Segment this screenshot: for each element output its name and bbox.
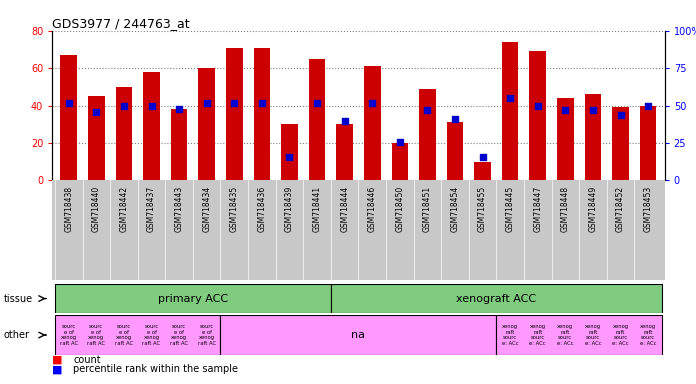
Text: sourc
e of
xenog
raft AC: sourc e of xenog raft AC	[87, 324, 105, 346]
Text: tissue: tissue	[3, 293, 33, 304]
Text: sourc
e of
xenog
raft AC: sourc e of xenog raft AC	[60, 324, 78, 346]
Point	[173, 106, 184, 112]
Text: xenog
raft
sourc
e: ACc: xenog raft sourc e: ACc	[557, 324, 574, 346]
Text: percentile rank within the sample: percentile rank within the sample	[73, 364, 238, 374]
Text: GSM718445: GSM718445	[506, 185, 514, 232]
Text: GSM718448: GSM718448	[561, 185, 570, 232]
Text: sourc
e of
xenog
raft AC: sourc e of xenog raft AC	[198, 324, 216, 346]
Text: xenog
raft
sourc
e: ACc: xenog raft sourc e: ACc	[530, 324, 546, 346]
Point	[312, 99, 323, 106]
Text: GSM718452: GSM718452	[616, 185, 625, 232]
Text: xenog
raft
sourc
e: ACc: xenog raft sourc e: ACc	[502, 324, 519, 346]
Bar	[171, 109, 187, 180]
Text: GSM718444: GSM718444	[340, 185, 349, 232]
Point	[284, 154, 295, 160]
Bar	[143, 72, 160, 180]
FancyBboxPatch shape	[55, 284, 331, 313]
Bar	[61, 55, 77, 180]
Point	[587, 107, 599, 113]
Text: GSM718437: GSM718437	[147, 185, 156, 232]
Text: sourc
e of
xenog
raft AC: sourc e of xenog raft AC	[143, 324, 161, 346]
Bar	[309, 59, 325, 180]
Bar	[447, 122, 464, 180]
Point	[146, 103, 157, 109]
Text: na: na	[351, 330, 365, 340]
Text: ■: ■	[52, 355, 63, 365]
Point	[505, 95, 516, 101]
Text: GSM718449: GSM718449	[588, 185, 597, 232]
Point	[477, 154, 488, 160]
Point	[394, 139, 405, 145]
FancyBboxPatch shape	[221, 315, 496, 355]
Text: GSM718440: GSM718440	[92, 185, 101, 232]
Text: GSM718455: GSM718455	[478, 185, 487, 232]
Text: primary ACC: primary ACC	[158, 293, 228, 304]
Text: GSM718443: GSM718443	[175, 185, 184, 232]
Text: GSM718435: GSM718435	[230, 185, 239, 232]
Text: GSM718446: GSM718446	[367, 185, 377, 232]
Text: xenog
raft
sourc
e: ACc: xenog raft sourc e: ACc	[640, 324, 656, 346]
Text: GSM718451: GSM718451	[423, 185, 432, 232]
Bar	[474, 162, 491, 180]
Bar	[116, 87, 132, 180]
FancyBboxPatch shape	[55, 315, 221, 355]
Bar	[585, 94, 601, 180]
Point	[118, 103, 129, 109]
Bar	[364, 66, 381, 180]
Text: ■: ■	[52, 364, 63, 374]
Point	[642, 103, 654, 109]
Bar	[392, 143, 408, 180]
Text: GSM718439: GSM718439	[285, 185, 294, 232]
Text: GSM718441: GSM718441	[313, 185, 322, 232]
Text: GSM718454: GSM718454	[450, 185, 459, 232]
Text: GSM718442: GSM718442	[120, 185, 129, 232]
Point	[90, 109, 102, 115]
Bar	[612, 108, 628, 180]
Point	[615, 111, 626, 118]
Text: GSM718447: GSM718447	[533, 185, 542, 232]
Bar	[253, 48, 270, 180]
Bar	[336, 124, 353, 180]
Point	[229, 99, 240, 106]
Text: GSM718453: GSM718453	[644, 185, 653, 232]
Point	[560, 107, 571, 113]
Text: count: count	[73, 355, 101, 365]
Point	[450, 116, 461, 122]
Bar	[502, 42, 519, 180]
Text: GSM718436: GSM718436	[258, 185, 267, 232]
Text: xenograft ACC: xenograft ACC	[457, 293, 537, 304]
Point	[256, 99, 267, 106]
FancyBboxPatch shape	[496, 315, 662, 355]
Point	[532, 103, 544, 109]
Text: sourc
e of
xenog
raft AC: sourc e of xenog raft AC	[115, 324, 133, 346]
Point	[422, 107, 433, 113]
Bar	[530, 51, 546, 180]
Text: GDS3977 / 244763_at: GDS3977 / 244763_at	[52, 17, 190, 30]
Bar	[419, 89, 436, 180]
Text: GSM718438: GSM718438	[64, 185, 73, 232]
Text: other: other	[3, 330, 29, 340]
Text: sourc
e of
xenog
raft AC: sourc e of xenog raft AC	[170, 324, 188, 346]
Point	[339, 118, 350, 124]
Bar	[281, 124, 298, 180]
Text: GSM718434: GSM718434	[203, 185, 211, 232]
Text: xenog
raft
sourc
e: ACc: xenog raft sourc e: ACc	[612, 324, 629, 346]
Point	[63, 99, 74, 106]
Text: GSM718450: GSM718450	[395, 185, 404, 232]
Point	[367, 99, 378, 106]
Bar	[226, 48, 243, 180]
Bar	[557, 98, 574, 180]
Bar	[198, 68, 215, 180]
Bar	[640, 106, 656, 180]
Bar	[88, 96, 104, 180]
FancyBboxPatch shape	[331, 284, 662, 313]
Text: xenog
raft
sourc
e: ACc: xenog raft sourc e: ACc	[585, 324, 601, 346]
Point	[201, 99, 212, 106]
